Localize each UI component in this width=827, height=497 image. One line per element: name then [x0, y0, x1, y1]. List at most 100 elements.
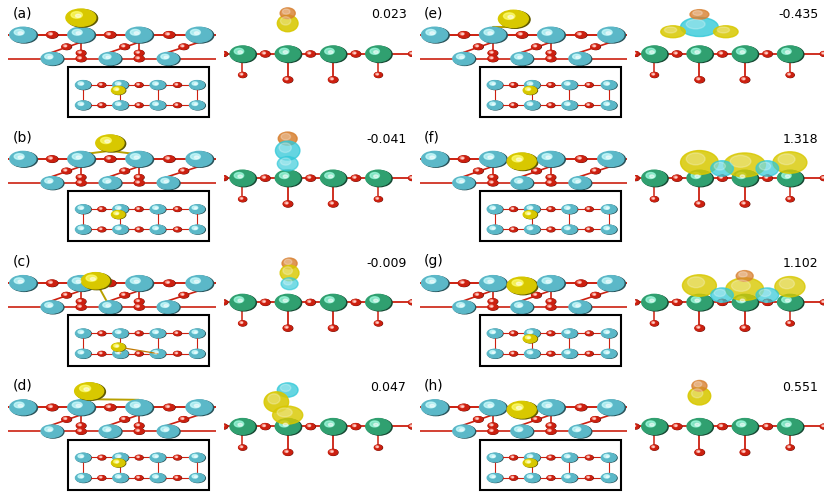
Circle shape	[120, 293, 129, 298]
Circle shape	[176, 104, 177, 105]
Circle shape	[564, 226, 570, 230]
Circle shape	[373, 299, 378, 302]
Circle shape	[733, 170, 758, 187]
Circle shape	[687, 46, 713, 63]
Circle shape	[113, 329, 128, 338]
Ellipse shape	[735, 270, 753, 281]
Circle shape	[498, 10, 528, 27]
Circle shape	[735, 172, 745, 178]
Circle shape	[80, 207, 83, 209]
Circle shape	[194, 228, 197, 229]
Circle shape	[353, 177, 355, 178]
Circle shape	[739, 77, 748, 83]
Circle shape	[137, 58, 139, 59]
Circle shape	[733, 419, 758, 435]
Circle shape	[78, 57, 81, 59]
Circle shape	[603, 454, 609, 458]
Circle shape	[307, 300, 310, 302]
Circle shape	[509, 103, 517, 107]
Text: -0.009: -0.009	[366, 257, 406, 270]
Circle shape	[641, 418, 666, 434]
Circle shape	[79, 182, 81, 183]
Circle shape	[697, 203, 699, 204]
Circle shape	[586, 104, 589, 105]
Circle shape	[135, 455, 142, 460]
Circle shape	[597, 400, 623, 415]
Circle shape	[489, 429, 493, 431]
Circle shape	[120, 168, 129, 174]
Circle shape	[575, 156, 586, 163]
Circle shape	[510, 104, 513, 105]
Circle shape	[687, 170, 713, 187]
Circle shape	[84, 388, 89, 391]
Circle shape	[308, 53, 310, 54]
Circle shape	[100, 332, 102, 333]
Circle shape	[18, 405, 23, 407]
Circle shape	[14, 402, 24, 408]
Circle shape	[519, 406, 521, 407]
Circle shape	[76, 205, 91, 214]
Circle shape	[179, 416, 188, 422]
Circle shape	[410, 53, 412, 54]
Circle shape	[534, 170, 536, 171]
Circle shape	[136, 332, 139, 333]
Circle shape	[717, 300, 726, 305]
Circle shape	[537, 152, 563, 166]
Circle shape	[547, 300, 551, 302]
Circle shape	[115, 102, 121, 105]
Circle shape	[62, 168, 71, 174]
Circle shape	[489, 350, 495, 354]
Ellipse shape	[278, 132, 297, 145]
Circle shape	[777, 419, 803, 435]
Circle shape	[785, 73, 793, 78]
Circle shape	[75, 349, 90, 358]
Circle shape	[186, 152, 212, 166]
Circle shape	[150, 81, 165, 89]
Circle shape	[507, 15, 513, 18]
Circle shape	[79, 430, 81, 431]
Circle shape	[548, 430, 550, 431]
Circle shape	[511, 404, 523, 410]
Circle shape	[78, 424, 81, 426]
Ellipse shape	[758, 289, 770, 297]
Circle shape	[475, 45, 478, 47]
Circle shape	[79, 52, 81, 53]
Circle shape	[489, 331, 495, 333]
Circle shape	[167, 33, 169, 35]
Circle shape	[597, 27, 623, 42]
Circle shape	[130, 278, 140, 284]
Circle shape	[457, 156, 468, 162]
Circle shape	[473, 416, 482, 422]
Circle shape	[547, 351, 554, 356]
Circle shape	[739, 450, 748, 455]
Circle shape	[487, 349, 503, 358]
Circle shape	[241, 322, 242, 323]
Circle shape	[328, 51, 332, 54]
Circle shape	[547, 104, 551, 105]
Circle shape	[328, 175, 332, 178]
Circle shape	[731, 170, 756, 186]
Circle shape	[120, 44, 129, 50]
Ellipse shape	[723, 153, 764, 177]
Circle shape	[739, 326, 748, 331]
Circle shape	[99, 425, 121, 437]
Circle shape	[633, 425, 634, 426]
Circle shape	[425, 154, 435, 160]
Circle shape	[491, 103, 494, 105]
Circle shape	[42, 53, 64, 66]
Circle shape	[72, 278, 82, 284]
Circle shape	[461, 33, 463, 35]
Circle shape	[686, 418, 711, 434]
Circle shape	[509, 455, 516, 460]
Circle shape	[285, 451, 287, 452]
Circle shape	[11, 400, 37, 415]
Circle shape	[456, 303, 464, 307]
Circle shape	[76, 56, 86, 62]
Circle shape	[490, 58, 492, 59]
Circle shape	[136, 181, 139, 183]
Circle shape	[41, 425, 63, 437]
Circle shape	[67, 9, 98, 27]
Circle shape	[136, 57, 139, 59]
Text: (g): (g)	[423, 254, 443, 268]
Circle shape	[590, 168, 600, 174]
